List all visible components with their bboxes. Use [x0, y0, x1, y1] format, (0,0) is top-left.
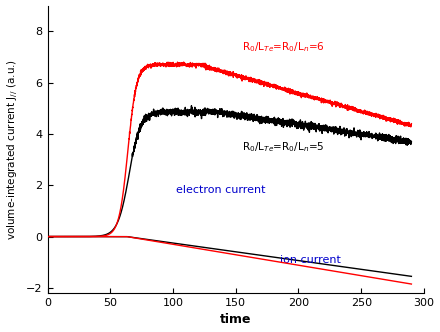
Y-axis label: volume-integrated current J$_{//}$ (a.u.): volume-integrated current J$_{//}$ (a.u.…	[6, 59, 21, 240]
Text: ion current: ion current	[280, 255, 341, 265]
Text: R$_0$/L$_{Te}$=R$_0$/L$_n$=5: R$_0$/L$_{Te}$=R$_0$/L$_n$=5	[242, 140, 325, 154]
Text: electron current: electron current	[176, 185, 265, 195]
Text: R$_0$/L$_{Te}$=R$_0$/L$_n$=6: R$_0$/L$_{Te}$=R$_0$/L$_n$=6	[242, 40, 325, 53]
X-axis label: time: time	[220, 313, 252, 326]
